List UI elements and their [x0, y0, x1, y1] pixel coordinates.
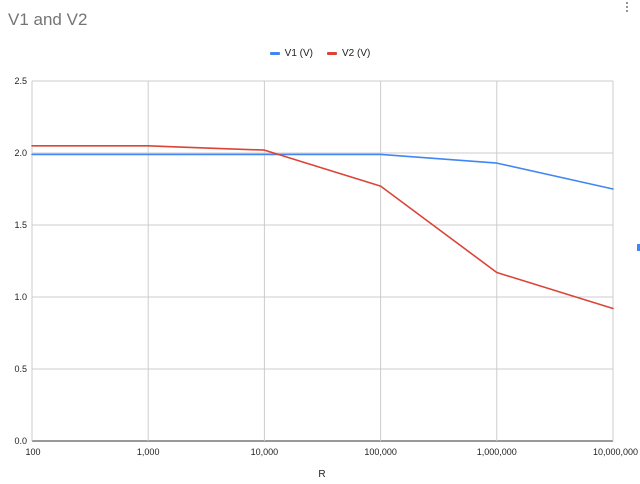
legend: V1 (V) V2 (V): [0, 48, 640, 59]
y-tick-label: 1.0: [14, 292, 27, 302]
series-line-v2[interactable]: [31, 145, 614, 310]
legend-label-v2: V2 (V): [342, 48, 371, 59]
x-tick-label: 100,000: [364, 447, 397, 457]
x-tick-label: 1,000: [137, 447, 160, 457]
x-tick-label: 100: [25, 447, 40, 457]
legend-swatch-v2: [327, 52, 337, 55]
legend-item-v2[interactable]: V2 (V): [327, 48, 370, 59]
more-options-icon[interactable]: [624, 0, 630, 12]
x-tick-label: 10,000,000: [593, 447, 638, 457]
x-axis-label: R: [318, 469, 325, 480]
y-tick-label: 0.5: [14, 364, 27, 374]
legend-item-v1[interactable]: V1 (V): [269, 48, 313, 59]
y-tick-label: 1.5: [14, 220, 27, 230]
x-tick-label: 10,000: [251, 447, 279, 457]
y-tick-label: 0.0: [14, 436, 27, 446]
legend-swatch-v1: [269, 52, 280, 55]
x-tick-label: 1,000,000: [477, 447, 517, 457]
series-line-v1[interactable]: [31, 153, 614, 190]
y-tick-label: 2.5: [14, 76, 27, 86]
chart-title: V1 and V2: [8, 10, 88, 29]
side-scroll-marker: [637, 244, 640, 251]
y-tick-label: 2.0: [14, 148, 27, 158]
legend-label-v1: V1 (V): [284, 48, 313, 59]
